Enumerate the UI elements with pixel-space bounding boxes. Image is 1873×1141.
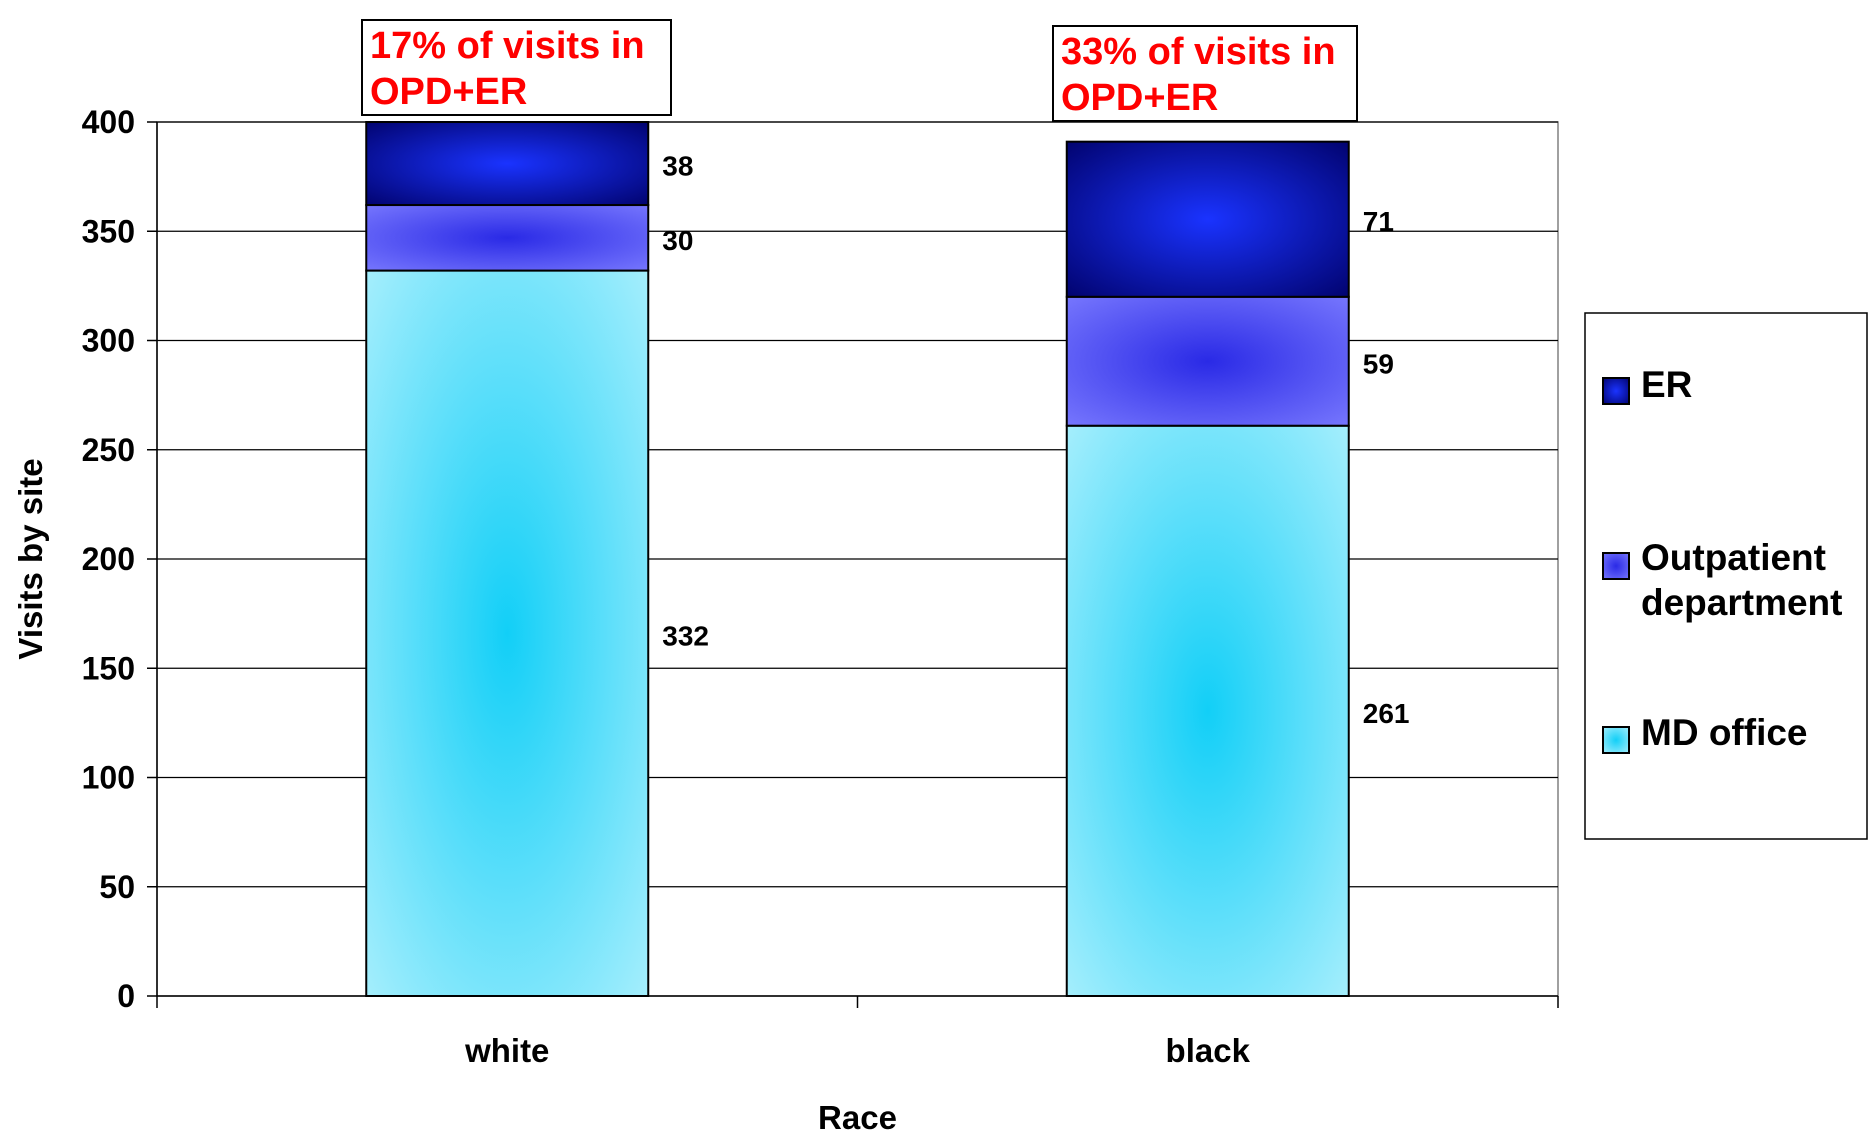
bar-md-office-black [1065,424,1350,997]
callout-text-white: 17% of visits in OPD+ER [370,25,645,113]
bar-er-white [365,121,650,207]
y-tick-label: 300 [82,323,135,359]
callout-text-black: 33% of visits in OPD+ER [1061,31,1336,119]
data-label: 261 [1363,698,1410,729]
legend-label-er: ER [1641,364,1692,405]
axes [147,121,1559,1008]
y-tick-label: 100 [82,760,135,796]
data-label: 71 [1363,206,1394,237]
legend: ER Outpatient department MD office [1584,312,1868,840]
legend-box [1584,312,1868,840]
x-tick-label-black: black [1166,1032,1251,1069]
legend-swatch-md-office [1602,726,1630,754]
y-tick-label: 50 [99,869,135,905]
bar-outpatient-department-black [1065,295,1350,427]
bars [365,121,1350,997]
legend-label-outpatient-department: Outpatient department [1641,537,1842,623]
labels: 0 50 100 150 200 250 300 350 400 332 30 38 white 261 5… [12,104,1409,1136]
y-tick-label: 250 [82,432,135,468]
data-label: 38 [662,151,693,182]
legend-label-md-office: MD office [1641,712,1808,753]
y-tick-label: 400 [82,104,135,140]
data-label: 59 [1363,348,1394,379]
y-tick-label: 200 [82,541,135,577]
bar-outpatient-department-white [365,204,650,272]
callouts: 17% of visits in OPD+ER 33% of visits in OP… [361,19,1358,122]
legend-swatch-er [1602,377,1630,405]
y-tick-label: 150 [82,650,135,686]
data-label: 30 [662,225,693,256]
y-tick-label: 0 [117,978,135,1014]
bar-er-black [1065,140,1350,298]
legend-swatch-outpatient-department [1602,552,1630,580]
y-tick-label: 350 [82,213,135,249]
y-axis-title: Visits by site [12,458,49,659]
bar-md-office-white [365,269,650,997]
data-label: 332 [662,620,709,651]
callout-box-white [361,19,672,116]
callout-box-black [1052,25,1358,122]
x-tick-label-white: white [464,1032,549,1069]
x-axis-title: Race [818,1099,897,1136]
